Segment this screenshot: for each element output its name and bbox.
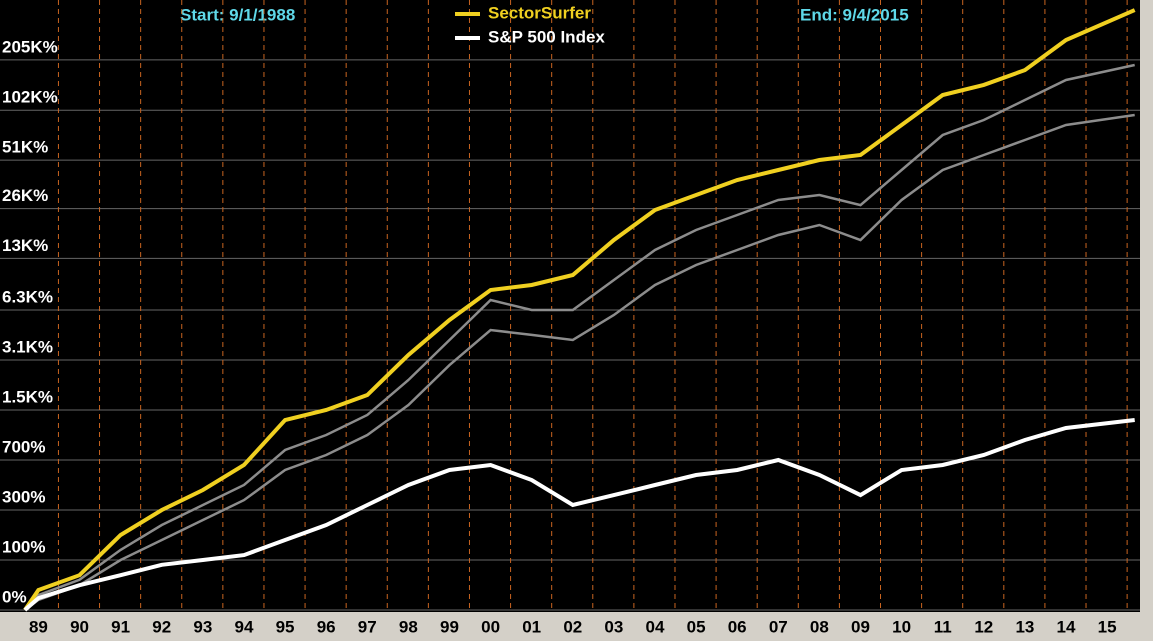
x-tick-label: 08	[810, 617, 829, 636]
x-tick-label: 00	[481, 617, 500, 636]
x-tick-label: 91	[111, 617, 130, 636]
y-tick-label: 100%	[2, 537, 45, 556]
x-tick-label: 04	[646, 617, 665, 636]
x-tick-label: 92	[152, 617, 171, 636]
x-tick-label: 94	[234, 617, 253, 636]
x-tick-label: 98	[399, 617, 418, 636]
x-tick-label: 93	[193, 617, 212, 636]
x-tick-label: 10	[892, 617, 911, 636]
legend-label: SectorSurfer	[488, 3, 591, 22]
x-tick-label: 90	[70, 617, 89, 636]
x-tick-label: 09	[851, 617, 870, 636]
x-tick-label: 07	[769, 617, 788, 636]
start-label: Start: 9/1/1988	[180, 5, 295, 24]
x-tick-label: 13	[1015, 617, 1034, 636]
y-tick-label: 13K%	[2, 236, 48, 255]
y-tick-label: 700%	[2, 437, 45, 456]
x-tick-label: 12	[974, 617, 993, 636]
x-tick-label: 15	[1098, 617, 1117, 636]
x-tick-label: 14	[1057, 617, 1076, 636]
y-tick-label: 300%	[2, 487, 45, 506]
y-tick-label: 51K%	[2, 138, 48, 157]
x-tick-label: 99	[440, 617, 459, 636]
y-tick-label: 102K%	[2, 88, 58, 107]
x-tick-label: 02	[563, 617, 582, 636]
series-line	[23, 418, 1135, 612]
x-tick-label: 95	[276, 617, 295, 636]
end-label: End: 9/4/2015	[800, 5, 909, 24]
x-tick-label: 01	[522, 617, 541, 636]
x-tick-label: 96	[317, 617, 336, 636]
x-tick-label: 05	[687, 617, 706, 636]
y-tick-label: 26K%	[2, 186, 48, 205]
y-tick-label: 0%	[2, 587, 27, 606]
y-tick-label: 1.5K%	[2, 387, 53, 406]
x-tick-label: 97	[358, 617, 377, 636]
y-tick-label: 3.1K%	[2, 337, 53, 356]
y-tick-label: 205K%	[2, 37, 58, 56]
series-line	[23, 63, 1135, 611]
x-tick-label: 03	[604, 617, 623, 636]
series-line	[24, 113, 1135, 612]
x-tick-label: 11	[934, 617, 952, 636]
x-tick-label: 89	[29, 617, 48, 636]
x-tick-label: 06	[728, 617, 747, 636]
series-line	[23, 8, 1136, 612]
y-tick-label: 6.3K%	[2, 287, 53, 306]
legend-label: S&P 500 Index	[488, 27, 605, 46]
